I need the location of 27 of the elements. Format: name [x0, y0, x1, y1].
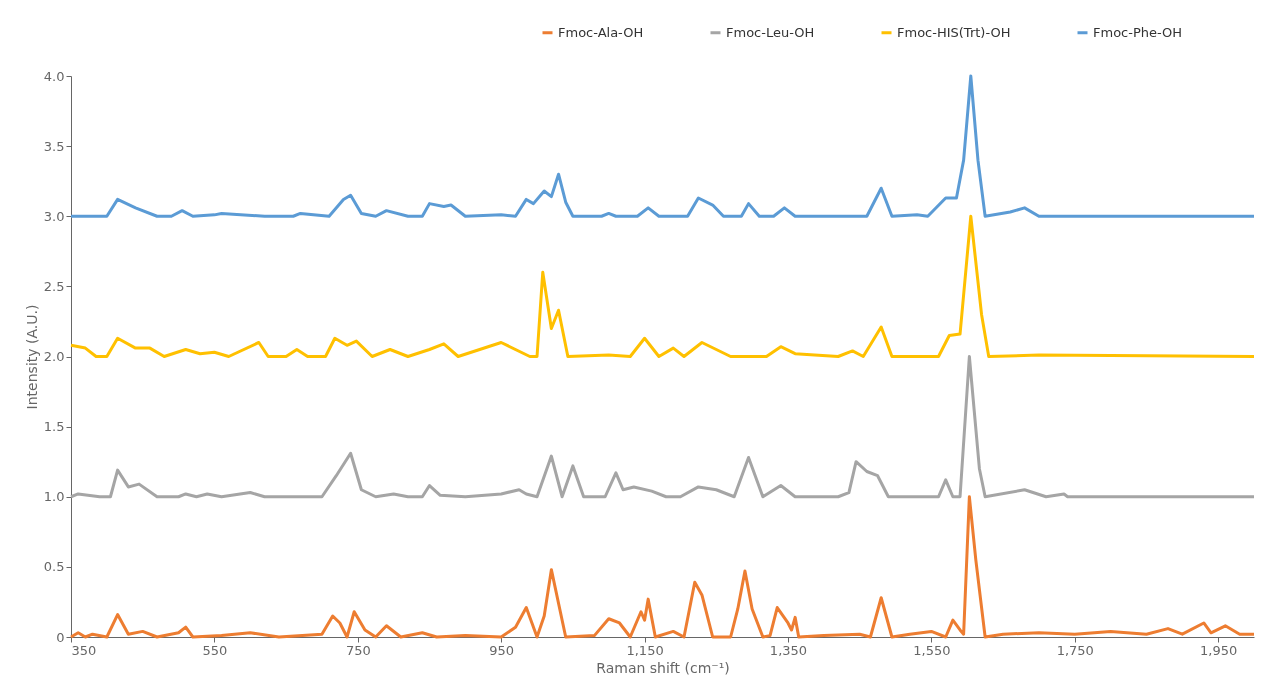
- x-tick-label: 1,350: [769, 642, 808, 658]
- y-tick-label: 1.5: [43, 419, 65, 435]
- x-tick-label: 750: [345, 642, 371, 658]
- y-tick-label: 0.5: [43, 559, 65, 575]
- legend-label: Fmoc-HIS(Trt)-OH: [897, 24, 1011, 40]
- y-tick-label: 2.0: [43, 349, 65, 364]
- y-tick-label: 3.0: [43, 208, 65, 224]
- y-axis-title: Intensity (A.U.): [23, 304, 40, 410]
- y-tick-label: 1.0: [43, 489, 65, 505]
- x-tick-label: 1,150: [626, 642, 664, 658]
- line-series: [69, 355, 1256, 499]
- x-tick-label: 550: [202, 642, 228, 658]
- legend-label: Fmoc-Leu-OH: [726, 24, 815, 40]
- x-axis-title: Raman shift (cm⁻¹): [596, 659, 730, 676]
- x-tick-label: 950: [489, 642, 515, 658]
- legend-label: Fmoc-Ala-OH: [558, 24, 644, 40]
- x-tick-label: 1,550: [913, 642, 951, 658]
- x-tick-label: 1,950: [1200, 642, 1238, 658]
- x-tick-label: 350: [71, 642, 97, 658]
- line-series: [69, 74, 1256, 218]
- line-series: [69, 214, 1256, 358]
- x-tick-label: 1,750: [1056, 642, 1094, 658]
- y-tick-label: 4.0: [43, 68, 65, 84]
- y-tick-label: 0: [56, 629, 65, 645]
- y-tick-label: 3.5: [43, 138, 65, 154]
- legend-label: Fmoc-Phe-OH: [1093, 24, 1183, 40]
- y-tick-label: 2.5: [43, 278, 65, 294]
